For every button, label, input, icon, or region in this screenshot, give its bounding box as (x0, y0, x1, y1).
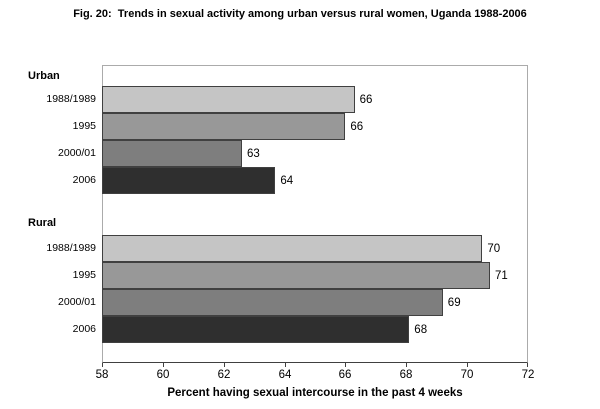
x-tick-label: 66 (338, 369, 352, 381)
bar (102, 140, 242, 167)
group-row: Rural (0, 194, 600, 235)
group-label: Rural (28, 217, 57, 229)
x-tick (102, 363, 103, 367)
x-tick-label: 68 (399, 369, 413, 381)
category-label: 2000/01 (58, 147, 96, 159)
x-tick (345, 363, 346, 367)
bar-rows: Urban 1988/1989 66 1995 66 2000/01 63 2006 64 Rur… (0, 66, 600, 343)
x-tick-label: 60 (156, 369, 170, 381)
x-tick-label: 72 (521, 369, 535, 381)
category-label: 1995 (72, 120, 96, 132)
value-label: 66 (359, 93, 373, 106)
x-tick (527, 363, 528, 367)
bar-row: 2006 68 (0, 316, 600, 343)
bar-row: 1988/1989 70 (0, 235, 600, 262)
bar (102, 289, 443, 316)
x-tick-label: 64 (278, 369, 292, 381)
bar-row: 1995 66 (0, 113, 600, 140)
x-tick (224, 363, 225, 367)
x-tick (163, 363, 164, 367)
category-label: 2006 (72, 323, 96, 335)
value-label: 69 (447, 296, 461, 309)
value-label: 63 (247, 147, 260, 160)
value-label: 68 (414, 323, 428, 336)
bar (102, 235, 483, 262)
bar (102, 316, 410, 343)
value-label: 64 (280, 174, 294, 187)
bar-row: 1995 71 (0, 262, 600, 289)
value-label: 70 (487, 242, 501, 255)
bar (102, 167, 276, 194)
category-label: 1995 (72, 269, 96, 281)
x-tick (285, 363, 286, 367)
category-label: 2006 (72, 174, 96, 186)
chart-title: Fig. 20: Trends in sexual activity among… (73, 8, 527, 20)
value-label: 71 (495, 269, 508, 282)
bar (102, 86, 355, 113)
x-tick-label: 70 (460, 369, 474, 381)
x-tick (467, 363, 468, 367)
x-tick (406, 363, 407, 367)
group-label: Urban (28, 69, 60, 82)
bar-row: 1988/1989 66 (0, 86, 600, 113)
bar-row: 2006 64 (0, 167, 600, 194)
bar-row: 2000/01 63 (0, 140, 600, 167)
bar-row: 2000/01 69 (0, 289, 600, 316)
x-tick-label: 58 (95, 369, 109, 381)
category-label: 1988/1989 (46, 242, 96, 254)
category-label: 2000/01 (58, 296, 96, 308)
category-label: 1988/1989 (46, 93, 96, 105)
value-label: 66 (350, 120, 364, 133)
x-tick-label: 62 (217, 369, 231, 381)
group-row: Urban (0, 66, 600, 86)
bar (102, 262, 490, 289)
bar (102, 113, 346, 140)
x-axis-title: Percent having sexual intercourse in the… (167, 387, 463, 399)
